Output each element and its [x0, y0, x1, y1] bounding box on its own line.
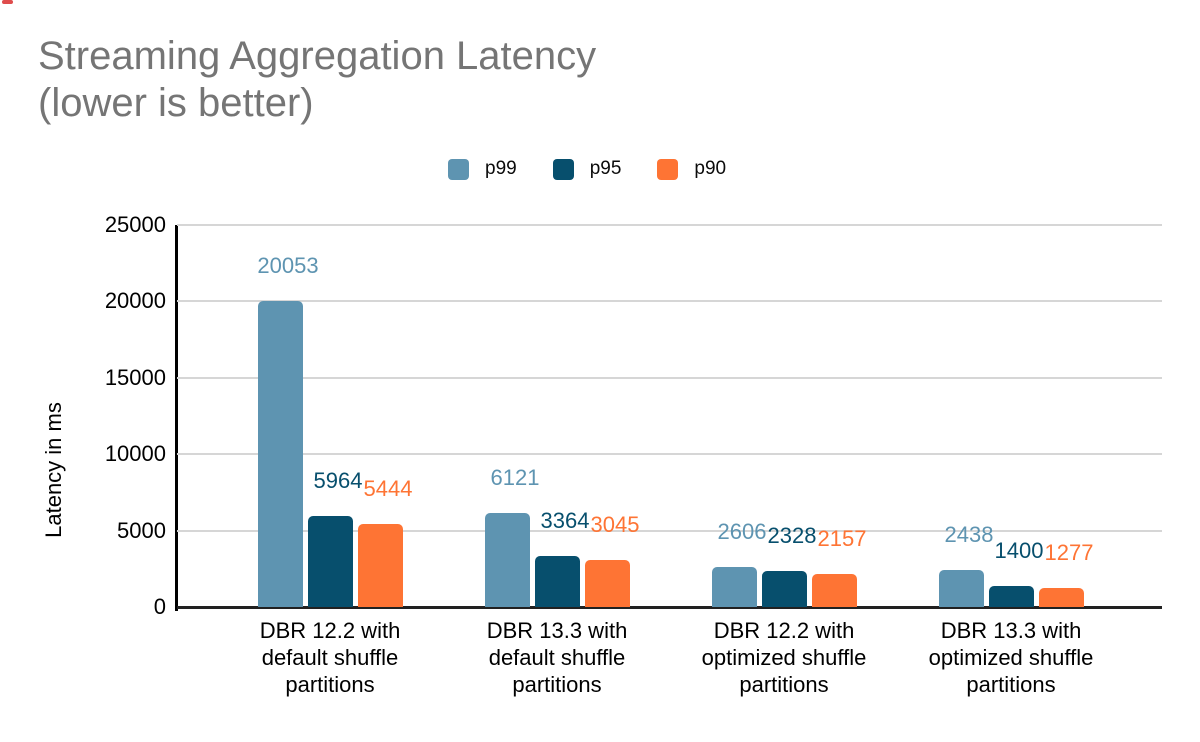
chart-title-line2: (lower is better) — [38, 81, 314, 125]
gridline — [177, 300, 1162, 303]
bar-p95-group4[interactable] — [988, 585, 1034, 607]
value-label-p99-group2: 6121 — [490, 465, 540, 491]
y-tick-label: 15000 — [104, 364, 166, 390]
legend-item-p95[interactable]: p95 — [552, 158, 622, 180]
chart-title: Streaming Aggregation Latency (lower is … — [38, 33, 698, 127]
value-label-p90-group3: 2157 — [817, 526, 867, 552]
bar-p90-group2[interactable] — [584, 560, 630, 607]
value-label-p95-group1: 5964 — [313, 467, 363, 493]
value-label-p90-group1: 5444 — [363, 475, 413, 501]
bar-p95-group1[interactable] — [307, 515, 353, 607]
p99-swatch-icon — [448, 158, 469, 180]
legend-label: p90 — [694, 158, 727, 179]
value-label-p95-group2: 3364 — [540, 507, 590, 533]
y-tick-label: 5000 — [117, 517, 166, 543]
bar-p99-group2[interactable] — [484, 513, 530, 607]
legend-label: p99 — [485, 158, 517, 179]
legend-item-p90[interactable]: p90 — [657, 158, 726, 180]
gridline — [177, 529, 1162, 532]
bar-p90-group1[interactable] — [357, 523, 403, 607]
value-label-p99-group4: 2438 — [944, 521, 994, 547]
gridline — [177, 224, 1162, 226]
y-tick-label: 20000 — [104, 288, 166, 314]
p95-swatch-icon — [552, 158, 574, 180]
bar-p95-group3[interactable] — [761, 571, 807, 607]
value-label-p99-group1: 20053 — [257, 252, 319, 278]
value-label-p90-group4: 1277 — [1044, 539, 1094, 565]
category-label-group1: DBR 12.2 with default shuffle partitions — [259, 618, 401, 697]
gridline — [177, 453, 1162, 456]
x-axis-baseline — [177, 606, 1162, 609]
plot-area: 20053 6121 2606 2438 5964 3364 2328 1400 5444 304… — [177, 224, 1162, 609]
legend-label: p95 — [589, 158, 622, 179]
value-label-p95-group4: 1400 — [994, 537, 1044, 563]
value-label-p99-group3: 2606 — [717, 519, 767, 545]
chart-title-line1: Streaming Aggregation Latency — [38, 34, 597, 78]
y-axis-title: Latency in ms — [41, 402, 66, 538]
y-tick-label: 0 — [153, 594, 166, 619]
category-label-group3: DBR 12.2 with optimized shuffle partitio… — [701, 618, 867, 697]
value-label-p90-group2: 3045 — [590, 512, 640, 538]
bar-p90-group3[interactable] — [811, 574, 857, 607]
category-label-group4: DBR 13.3 with optimized shuffle partitio… — [928, 618, 1094, 697]
category-label-group2: DBR 13.3 with default shuffle partitions — [486, 618, 628, 697]
bar-p95-group2[interactable] — [534, 555, 580, 607]
y-tick-label: 25000 — [104, 212, 166, 237]
value-label-p95-group3: 2328 — [767, 523, 817, 549]
y-axis-line — [175, 225, 178, 611]
x-axis-labels: DBR 12.2 with default shuffle partitions… — [177, 617, 1162, 707]
red-corner-mark — [2, 0, 13, 4]
legend: p99 p95 p90 — [448, 158, 726, 180]
bar-p90-group4[interactable] — [1038, 587, 1084, 607]
gridline — [177, 376, 1162, 379]
bar-p99-group4[interactable] — [938, 569, 984, 607]
p90-swatch-icon — [657, 158, 679, 180]
bar-p99-group1[interactable] — [257, 300, 303, 607]
y-tick-label: 10000 — [104, 441, 166, 467]
legend-item-p99[interactable]: p99 — [448, 158, 517, 180]
bar-p99-group3[interactable] — [711, 567, 757, 607]
